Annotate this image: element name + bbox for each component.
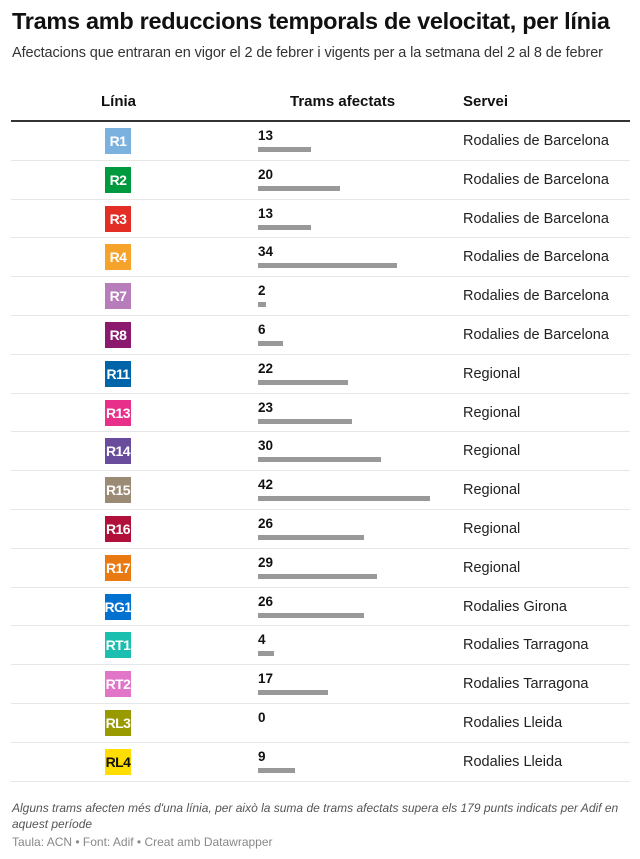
line-badge: RL4 xyxy=(105,748,131,775)
value-label: 23 xyxy=(258,399,274,415)
line-badge: R13 xyxy=(105,399,131,426)
column-header-trams[interactable]: Trams afectats xyxy=(290,93,396,110)
table-row: R4 34 Rodalies de Barcelona xyxy=(11,238,630,278)
value-label: 17 xyxy=(258,671,274,687)
chart-title: Trams amb reduccions temporals de veloci… xyxy=(12,8,610,34)
line-badge: R2 xyxy=(105,166,131,193)
value-label: 13 xyxy=(258,128,274,143)
line-badge: R11 xyxy=(105,360,131,387)
table-row: R14 30 Regional xyxy=(11,432,630,472)
service-label: Rodalies Lleida xyxy=(463,753,563,770)
column-header-linia[interactable]: Línia xyxy=(101,93,137,110)
line-badge: RG1 xyxy=(105,593,132,620)
service-label: Regional xyxy=(463,482,521,499)
line-badge: R4 xyxy=(105,244,131,271)
service-label: Rodalies de Barcelona xyxy=(463,210,609,227)
table-row: RG1 26 Rodalies Girona xyxy=(11,588,630,627)
table-row: R15 42 Regional xyxy=(11,471,630,510)
table-row: RT1 4 Rodalies Tarragona xyxy=(11,626,630,666)
value-label: 0 xyxy=(258,709,266,725)
value-bar xyxy=(258,340,283,346)
value-label: 29 xyxy=(258,554,274,570)
line-badge: R16 xyxy=(105,515,131,542)
table-row: RL3 0 Rodalies Lleida xyxy=(11,704,630,743)
service-label: Rodalies de Barcelona xyxy=(463,249,609,266)
line-badge: R14 xyxy=(105,438,131,465)
value-bar xyxy=(258,224,312,230)
header-divider xyxy=(11,120,630,122)
value-bar xyxy=(258,418,353,424)
table-row: R13 23 Regional xyxy=(11,394,630,433)
credit-line: Taula: ACN • Font: Adif • Creat amb Data… xyxy=(12,835,273,849)
service-label: Regional xyxy=(463,443,521,460)
line-badge: R17 xyxy=(105,554,131,581)
value-bar xyxy=(258,147,312,152)
service-label: Rodalies de Barcelona xyxy=(463,288,609,305)
service-label: Rodalies de Barcelona xyxy=(463,326,609,343)
line-badge: R15 xyxy=(105,477,131,504)
service-label: Rodalies Tarragona xyxy=(463,637,589,654)
service-label: Regional xyxy=(463,404,521,421)
service-label: Rodalies Girona xyxy=(463,598,567,615)
table-row: RT2 17 Rodalies Tarragona xyxy=(11,665,630,704)
value-label: 13 xyxy=(258,205,274,221)
value-label: 20 xyxy=(258,166,274,182)
line-badge: R8 xyxy=(105,321,131,348)
value-bar xyxy=(258,302,267,308)
table-row: R17 29 Regional xyxy=(11,549,630,588)
line-badge: RT2 xyxy=(105,671,131,698)
table-row: R7 2 Rodalies de Barcelona xyxy=(11,277,630,316)
value-label: 2 xyxy=(258,283,266,299)
value-label: 26 xyxy=(258,593,274,609)
value-bar xyxy=(258,496,430,502)
value-bar xyxy=(258,185,340,191)
value-bar xyxy=(258,651,275,657)
table-body: R1 13 Rodalies de Barcelona R2 20 Rodalies de… xyxy=(11,122,630,782)
value-bar xyxy=(258,534,365,540)
table-row: R16 26 Regional xyxy=(11,510,630,549)
value-bar xyxy=(258,263,398,269)
footnote: Alguns trams afecten més d'una línia, pe… xyxy=(12,801,619,831)
column-header-servei[interactable]: Servei xyxy=(463,93,509,110)
table-row: R1 13 Rodalies de Barcelona xyxy=(11,122,630,161)
service-label: Regional xyxy=(463,365,521,382)
value-label: 22 xyxy=(258,360,274,376)
service-label: Rodalies Lleida xyxy=(463,714,563,731)
line-badge: R1 xyxy=(105,128,131,154)
value-label: 9 xyxy=(258,748,266,764)
value-bar xyxy=(258,690,328,696)
table-row: R3 13 Rodalies de Barcelona xyxy=(11,200,630,239)
service-label: Rodalies de Barcelona xyxy=(463,133,609,149)
line-badge: RL3 xyxy=(105,709,131,736)
table-row: R11 22 Regional xyxy=(11,355,630,394)
value-bar xyxy=(258,767,295,773)
service-label: Rodalies de Barcelona xyxy=(463,171,609,188)
value-label: 34 xyxy=(258,244,274,260)
table-row: RL4 9 Rodalies Lleida xyxy=(11,743,630,782)
line-badge: R7 xyxy=(105,283,131,310)
line-badge: RT1 xyxy=(105,632,131,659)
value-bar xyxy=(258,573,377,579)
table-row: R2 20 Rodalies de Barcelona xyxy=(11,161,630,200)
value-label: 6 xyxy=(258,321,266,337)
value-label: 30 xyxy=(258,438,274,454)
value-label: 42 xyxy=(258,477,274,493)
chart-subtitle: Afectacions que entraran en vigor el 2 d… xyxy=(12,45,603,61)
value-label: 4 xyxy=(258,632,266,648)
value-label: 26 xyxy=(258,515,274,531)
value-bar xyxy=(258,379,349,385)
service-label: Regional xyxy=(463,520,521,537)
service-label: Regional xyxy=(463,559,521,576)
table-row: R8 6 Rodalies de Barcelona xyxy=(11,316,630,355)
value-bar xyxy=(258,457,381,463)
service-label: Rodalies Tarragona xyxy=(463,676,589,693)
value-bar xyxy=(258,612,365,618)
line-badge: R3 xyxy=(105,205,131,232)
